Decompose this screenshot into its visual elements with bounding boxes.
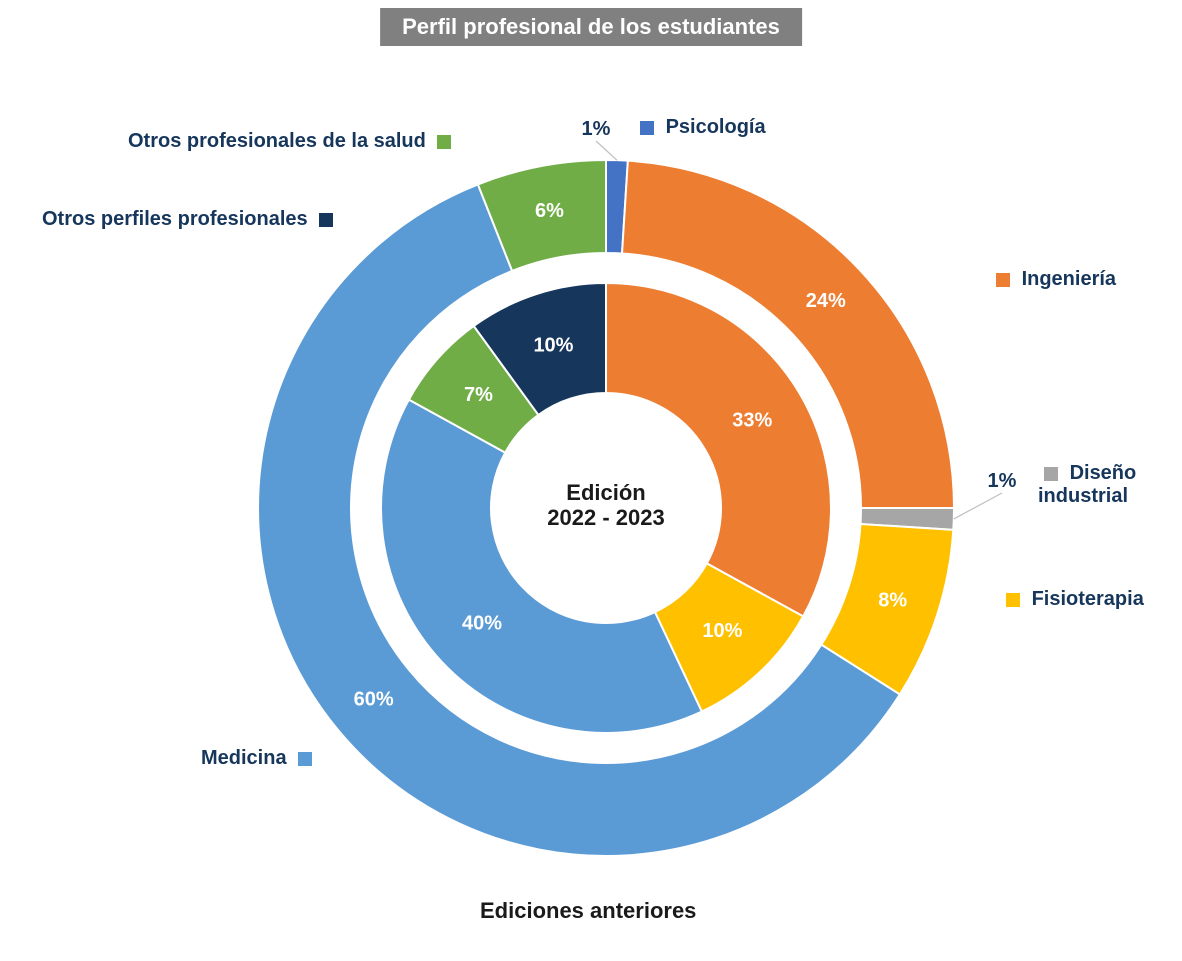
legend-diseno: Diseñoindustrial [1038,462,1158,508]
center-label: Edición 2022 - 2023 [506,480,706,531]
slice-label-ingenieria: 24% [806,290,846,312]
ext-pct-psicologia: 1% [582,118,611,140]
swatch-icon [1044,467,1058,481]
legend-psicologia: Psicología [634,116,766,139]
swatch-icon [319,213,333,227]
swatch-icon [298,752,312,766]
legend-otros-salud: Otros profesionales de la salud [128,130,457,153]
slice-medicina [381,400,702,733]
slice-label-ingenieria: 33% [732,410,772,432]
slice-label-otros_salud: 6% [535,200,564,222]
swatch-icon [437,135,451,149]
swatch-icon [996,273,1010,287]
legend-ingenieria: Ingeniería [990,268,1116,291]
slice-label-fisio: 8% [878,589,907,611]
slice-label-otros_salud: 7% [464,384,493,406]
swatch-icon [640,121,654,135]
leader-psicologia [596,141,617,160]
ext-pct-diseno: 1% [988,470,1017,492]
legend-fisio: Fisioterapia [1000,588,1144,611]
legend-medicina: Medicina [201,747,318,770]
slice-label-fisio: 10% [702,620,742,642]
bottom-caption: Ediciones anteriores [480,898,696,923]
slice-label-otros_prof: 10% [533,335,573,357]
swatch-icon [1006,593,1020,607]
center-label-line1: Edición [566,480,645,505]
slice-label-medicina: 40% [462,613,502,635]
center-label-line2: 2022 - 2023 [547,505,664,530]
slice-label-medicina: 60% [354,688,394,710]
leader-diseno [954,493,1002,519]
legend-otros-prof: Otros perfiles profesionales [42,208,339,231]
